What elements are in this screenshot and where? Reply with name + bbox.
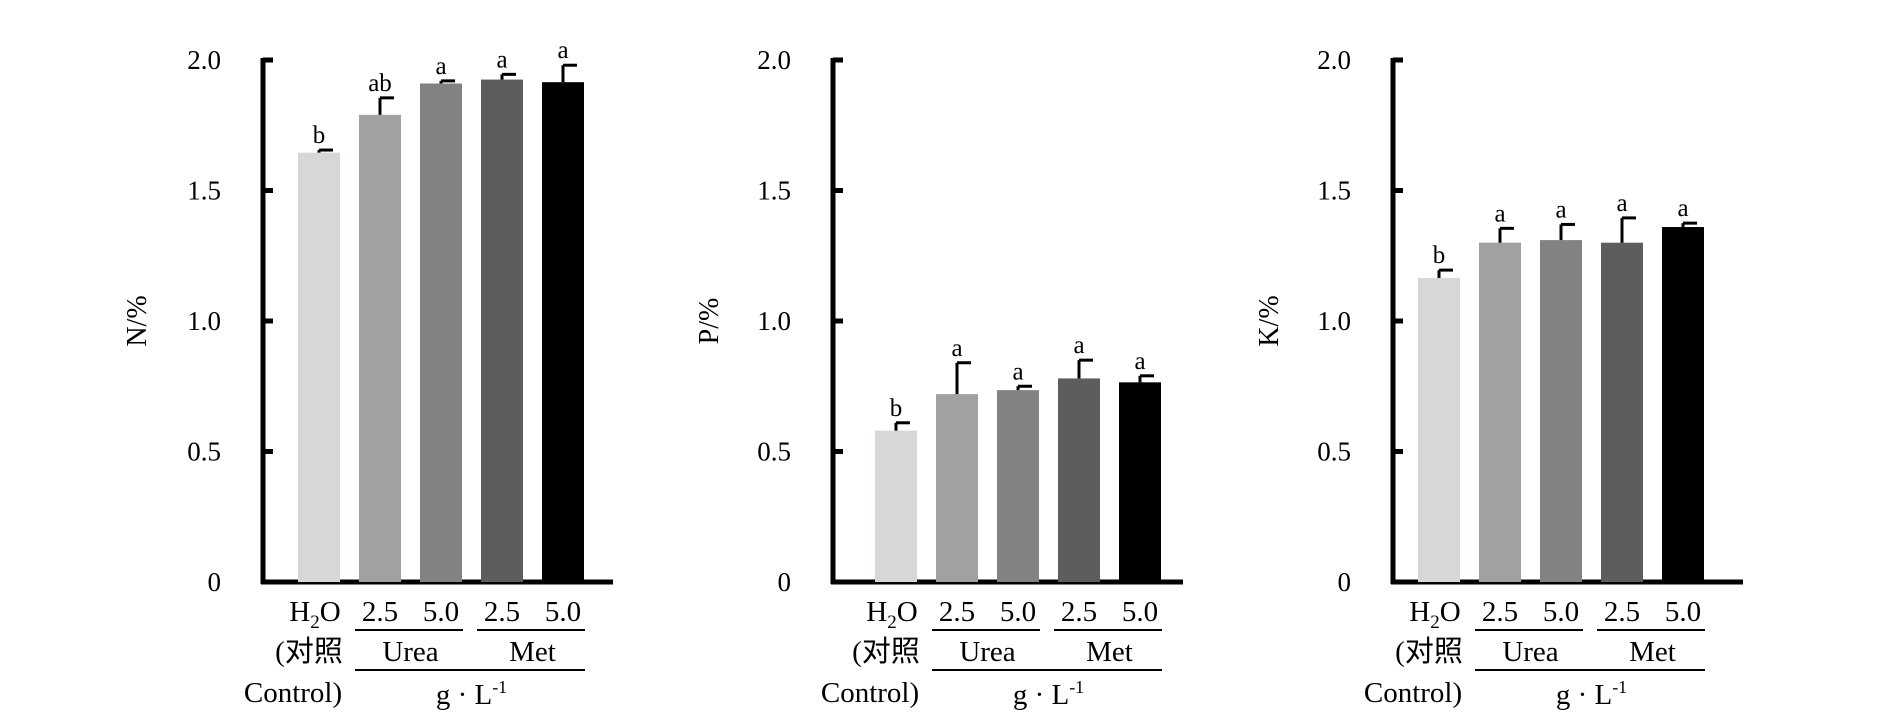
significance-label: a xyxy=(1012,358,1023,385)
group-label-urea: Urea xyxy=(959,636,1015,668)
significance-label: a xyxy=(496,46,507,73)
significance-label: a xyxy=(1616,190,1627,217)
bar xyxy=(875,430,917,582)
y-tick-label: 0.5 xyxy=(1317,437,1351,467)
x-tick-label-control-cn: (对照 xyxy=(1395,635,1463,668)
significance-label: b xyxy=(1433,242,1446,269)
x-tick-label: 5.0 xyxy=(1000,596,1036,628)
y-axis-label: P/% xyxy=(694,298,725,345)
y-axis-label: N/% xyxy=(122,295,153,346)
bar xyxy=(1540,240,1582,582)
bar xyxy=(481,79,523,582)
x-tick-label-control-cn: (对照 xyxy=(275,635,343,668)
bar xyxy=(1662,227,1704,583)
y-tick-label: 0.5 xyxy=(757,437,791,467)
x-tick-label: 2.5 xyxy=(1061,596,1097,628)
y-tick-label: 1.5 xyxy=(1317,176,1351,206)
x-tick-label-control-en: Control) xyxy=(1364,677,1462,709)
x-tick-label: 2.5 xyxy=(1482,596,1518,628)
y-tick-label: 1.0 xyxy=(757,306,791,336)
y-tick-label: 1.0 xyxy=(1317,306,1351,336)
x-tick-label: 2.5 xyxy=(1604,596,1640,628)
significance-label: a xyxy=(557,37,568,64)
x-tick-label-control-cn: (对照 xyxy=(852,635,920,668)
significance-label: a xyxy=(435,53,446,80)
bar xyxy=(936,394,978,582)
bar xyxy=(1119,382,1161,582)
x-unit-label: g · L-1 xyxy=(1556,677,1627,711)
bar xyxy=(420,83,462,583)
significance-label: a xyxy=(951,335,962,362)
significance-label: a xyxy=(1677,195,1688,222)
x-tick-label: 5.0 xyxy=(1543,596,1579,628)
bar xyxy=(1418,277,1460,582)
x-tick-label-control-en: Control) xyxy=(821,677,919,709)
significance-label: a xyxy=(1073,332,1084,359)
group-label-met: Met xyxy=(509,636,556,668)
bar xyxy=(1058,378,1100,582)
significance-label: ab xyxy=(368,70,392,97)
significance-label: a xyxy=(1555,196,1566,223)
chart-panel-1: 0 0.5 1.0 1.5 2.0 N/% b ab a a a H2O(对照 Control) 2.5 5… xyxy=(122,37,613,711)
y-axis-label: K/% xyxy=(1254,295,1285,346)
x-tick-label: 2.5 xyxy=(939,596,975,628)
x-unit-label: g · L-1 xyxy=(436,677,507,711)
y-tick-label: 0.5 xyxy=(187,437,221,467)
bar xyxy=(997,390,1039,582)
x-unit-label: g · L-1 xyxy=(1013,677,1084,711)
bar xyxy=(1479,242,1521,582)
x-tick-label: 5.0 xyxy=(1665,596,1701,628)
significance-label: a xyxy=(1134,348,1145,375)
group-label-met: Met xyxy=(1629,636,1676,668)
y-tick-label: 1.0 xyxy=(187,306,221,336)
significance-label: a xyxy=(1494,200,1505,227)
group-label-urea: Urea xyxy=(382,636,438,668)
group-label-met: Met xyxy=(1086,636,1133,668)
x-tick-label: 2.5 xyxy=(484,596,520,628)
y-tick-label: 1.5 xyxy=(187,176,221,206)
x-tick-label-control-en: Control) xyxy=(244,677,342,709)
x-tick-label: 5.0 xyxy=(423,596,459,628)
significance-label: b xyxy=(890,395,903,422)
x-tick-label: 5.0 xyxy=(1122,596,1158,628)
group-label-urea: Urea xyxy=(1502,636,1558,668)
bar xyxy=(298,152,340,582)
x-tick-label: 2.5 xyxy=(362,596,398,628)
y-tick-label: 2.0 xyxy=(187,45,221,75)
x-tick-label: 5.0 xyxy=(545,596,581,628)
significance-label: b xyxy=(313,122,326,149)
x-tick-label-control: H2O xyxy=(866,596,917,633)
y-tick-label: 0 xyxy=(778,567,792,597)
chart-panel-2: 0 0.5 1.0 1.5 2.0 P/% b a a a a H2O(对照 Control) 2.5 5.… xyxy=(694,45,1183,711)
y-tick-label: 0 xyxy=(1338,567,1352,597)
chart-panel-3: 0 0.5 1.0 1.5 2.0 K/% b a a a a H2O(对照 Control) 2.5 5.… xyxy=(1254,45,1743,711)
y-tick-label: 2.0 xyxy=(1317,45,1351,75)
x-tick-label-control: H2O xyxy=(1409,596,1460,633)
bar xyxy=(1601,242,1643,582)
y-tick-label: 1.5 xyxy=(757,176,791,206)
bar xyxy=(542,82,584,582)
bar xyxy=(359,114,401,582)
y-tick-label: 2.0 xyxy=(757,45,791,75)
y-tick-label: 0 xyxy=(208,567,222,597)
x-tick-label-control: H2O xyxy=(289,596,340,633)
